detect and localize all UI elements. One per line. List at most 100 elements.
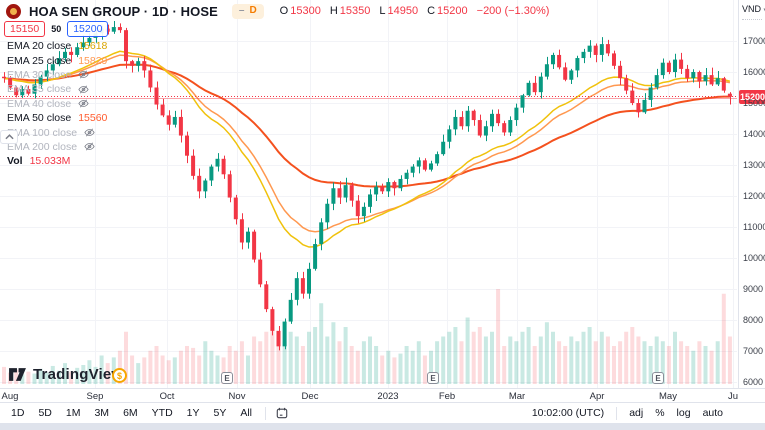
- last-price-label: 15200: [739, 89, 765, 104]
- indicator-value: 15560: [78, 112, 108, 125]
- indicator-legend: EMA 20 close 15618 EMA 25 close 15829 EMA 30…: [7, 39, 107, 169]
- earnings-badge[interactable]: E: [427, 372, 439, 384]
- alert-price-tag[interactable]: 15150: [4, 21, 46, 37]
- ohlc-pair: C 15200: [427, 5, 468, 17]
- tradingview-branding[interactable]: TradingView: [8, 366, 123, 383]
- earnings-badge[interactable]: E: [652, 372, 664, 384]
- earnings-badge[interactable]: E: [221, 372, 233, 384]
- indicator-row[interactable]: EMA 35 close: [7, 82, 107, 96]
- candlestick-chart[interactable]: [0, 0, 737, 388]
- indicator-label: EMA 30 close: [7, 68, 72, 81]
- scale-option-log[interactable]: log: [676, 407, 691, 419]
- time-tick-label: Mar: [508, 391, 526, 402]
- axis-divider: [742, 19, 762, 20]
- currency-unit-dropdown[interactable]: VND ▾: [742, 4, 765, 14]
- eye-off-icon[interactable]: [84, 127, 95, 138]
- divider: [265, 406, 267, 420]
- indicator-label: EMA 200 close: [7, 140, 78, 153]
- time-tick-label: Feb: [438, 391, 456, 402]
- range-button-1d[interactable]: 1D: [11, 407, 25, 419]
- scale-option-percent[interactable]: %: [655, 407, 665, 419]
- ohlc-pair: L 14950: [379, 5, 419, 17]
- price-tick-label: 16000: [743, 67, 765, 77]
- time-axis[interactable]: Aug Sep Oct Nov Dec 2023 Feb Mar Apr May Ju: [0, 388, 765, 402]
- range-button-6m[interactable]: 6M: [123, 407, 138, 419]
- indicator-label: EMA 35 close: [7, 83, 72, 96]
- eye-off-icon[interactable]: [78, 98, 89, 109]
- indicator-row[interactable]: EMA 30 close: [7, 68, 107, 82]
- chevron-down-icon: ▾: [764, 7, 765, 14]
- time-tick-label: Dec: [301, 391, 319, 402]
- divider: [616, 406, 618, 420]
- time-tick-label: Sep: [86, 391, 104, 402]
- volume-label: Vol: [7, 155, 23, 168]
- price-tick-label: 7000: [743, 346, 764, 356]
- clock-utc[interactable]: 10:02:00 (UTC): [531, 407, 605, 419]
- order-price-tag[interactable]: 15200: [67, 21, 109, 37]
- dollar-badge-icon[interactable]: $: [112, 368, 127, 383]
- eye-off-icon[interactable]: [78, 69, 89, 80]
- indicator-label: EMA 50 close: [7, 112, 72, 125]
- symbol-title[interactable]: HOA SEN GROUP · 1D · HOSE: [29, 3, 218, 19]
- delayed-data-pill[interactable]: – D: [231, 3, 264, 19]
- price-axis[interactable]: VND ▾ 15200 17000 16000 15000 14000 13000 120…: [738, 0, 765, 388]
- indicator-row[interactable]: EMA 100 close: [7, 125, 107, 139]
- eye-off-icon[interactable]: [78, 84, 89, 95]
- time-tick-label: Aug: [1, 391, 19, 402]
- indicator-value: 15829: [78, 54, 108, 67]
- time-tick-label: 2023: [377, 391, 399, 402]
- time-tick-label: Oct: [159, 391, 175, 402]
- range-buttons: 1D 5D 1M 3M 6M YTD 1Y 5Y All: [0, 405, 292, 421]
- range-button-all[interactable]: All: [240, 407, 253, 419]
- symbol-header: HOA SEN GROUP · 1D · HOSE – D O 15300 H 153…: [6, 3, 549, 19]
- ohlc-pair-container: O 15300 H 15350 L 14950 C 15200: [280, 5, 468, 17]
- price-tags: 15150 50 15200: [4, 21, 109, 37]
- scale-option-auto[interactable]: auto: [702, 407, 723, 419]
- ohlc-pair: O 15300: [279, 5, 321, 17]
- indicator-row[interactable]: EMA 50 close 15560: [7, 111, 107, 125]
- range-button-1y[interactable]: 1Y: [186, 407, 200, 419]
- price-tick-label: 13000: [743, 160, 765, 170]
- ohlc-pair: H 15350: [329, 5, 371, 17]
- volume-value: 15.033M: [29, 155, 71, 168]
- tradingview-wordmark: TradingView: [33, 366, 124, 383]
- price-tick-label: 9000: [743, 284, 764, 294]
- go-to-date-icon[interactable]: [272, 407, 292, 419]
- indicator-row[interactable]: EMA 40 close: [7, 97, 107, 111]
- range-button-1m[interactable]: 1M: [65, 407, 81, 419]
- indicator-label: EMA 25 close: [7, 54, 72, 67]
- time-tick-label: Nov: [228, 391, 246, 402]
- price-tick-label: 8000: [743, 315, 764, 325]
- price-tick-label: 10000: [743, 253, 765, 263]
- volume-row[interactable]: Vol 15.033M: [7, 154, 107, 168]
- range-button-ytd[interactable]: YTD: [151, 407, 173, 419]
- toolbar-right: 10:02:00 (UTC) adj% log auto: [526, 405, 765, 421]
- delayed-badge: D: [249, 5, 257, 16]
- indicator-row[interactable]: EMA 20 close 15618: [7, 39, 107, 53]
- eye-off-icon[interactable]: [84, 141, 95, 152]
- tradingview-logo-icon: [9, 368, 26, 381]
- time-tick-label: Ju: [727, 391, 739, 402]
- price-tick-label: 12000: [743, 191, 765, 201]
- price-tick-label: 11000: [743, 222, 765, 232]
- symbol-logo-icon: [6, 3, 21, 19]
- indicator-value: 15618: [78, 40, 108, 53]
- range-button-5y[interactable]: 5Y: [213, 407, 227, 419]
- legend-collapse-button[interactable]: [0, 130, 18, 144]
- price-change: −200 (−1.30%): [476, 5, 550, 17]
- range-button-5d[interactable]: 5D: [38, 407, 52, 419]
- price-tick-label: 14000: [743, 129, 765, 139]
- price-tick-label: 6000: [743, 377, 764, 387]
- quantity-label: 50: [51, 24, 62, 34]
- time-tick-label: May: [659, 391, 677, 402]
- indicator-label: EMA 40 close: [7, 97, 72, 110]
- range-button-3m[interactable]: 3M: [94, 407, 110, 419]
- scale-option-adj[interactable]: adj: [629, 407, 644, 419]
- indicator-label: EMA 20 close: [7, 40, 72, 53]
- ohlc-values: O 15300 H 15350 L 14950 C 15200 −200 (−1.30%): [280, 5, 550, 17]
- time-tick-label: Apr: [589, 391, 605, 402]
- indicator-row[interactable]: EMA 200 close: [7, 140, 107, 154]
- price-tick-label: 17000: [743, 36, 765, 46]
- indicator-row[interactable]: EMA 25 close 15829: [7, 53, 107, 67]
